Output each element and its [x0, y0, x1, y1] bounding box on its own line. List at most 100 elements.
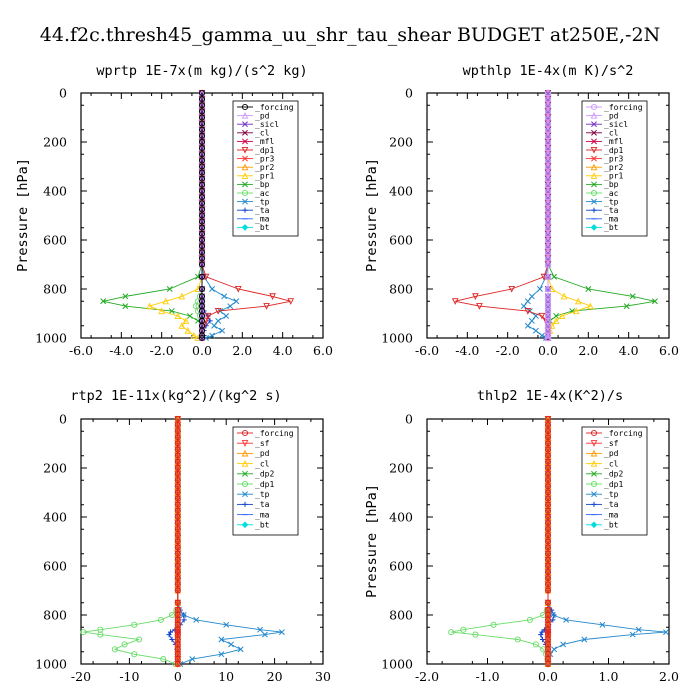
legend-marker	[242, 129, 248, 136]
legend-label: _dp2	[255, 470, 274, 479]
panel-title-thlp2: thlp2 1E-4x(K^2)/s	[477, 388, 623, 404]
legend-label: _pr3	[255, 154, 274, 163]
legend-box	[232, 426, 299, 536]
data-point	[563, 616, 570, 623]
data-point	[544, 273, 552, 280]
y-axis-label-wprtp: Pressure [hPa]	[15, 158, 31, 272]
x-tick-label: 2.0	[659, 669, 679, 684]
data-point	[544, 471, 552, 478]
y-tick-label: 600	[43, 559, 67, 574]
legend-label: _pd	[255, 111, 270, 120]
data-point	[237, 646, 244, 653]
legend-label: _bt	[255, 521, 270, 530]
chart-panel-1: -6.0 -4.0 -2.0 0.0 2.0 4.0 6.0 0 200 400 600 800 100…	[35, 86, 333, 359]
legend-marker	[241, 111, 249, 119]
legend-label: _ac	[255, 189, 270, 198]
data-point	[174, 581, 181, 588]
data-point	[544, 513, 552, 521]
data-point	[174, 501, 181, 508]
legend-marker	[591, 198, 597, 205]
legend-label: _ma	[255, 215, 270, 224]
data-point	[544, 483, 552, 490]
legend-marker	[242, 181, 248, 188]
x-tick-label: -2.0	[150, 343, 174, 358]
data-point	[528, 293, 535, 300]
y-tick-label: 1000	[35, 657, 67, 672]
series-dp1	[448, 415, 552, 668]
data-point	[198, 145, 206, 152]
legend-marker	[242, 207, 248, 213]
legend-label: _dp1	[255, 480, 274, 489]
series-dp1	[451, 89, 552, 342]
data-point	[174, 599, 181, 606]
chart-panel-3: -20 -10 0 10 20 30 0 200 400 600 800 1000 _forcing_s…	[35, 412, 331, 685]
chart-panel-2: -6.0 -4.0 -2.0 0.0 2.0 4.0 6.0 0 200 400 600 800 100…	[381, 86, 679, 359]
legend-label: _forcing	[604, 429, 643, 438]
y-tick-label: 0	[59, 412, 67, 427]
data-point	[544, 169, 552, 176]
legend-label: _ta	[604, 500, 619, 509]
data-point	[223, 621, 230, 628]
data-point	[198, 120, 206, 127]
legend-marker	[241, 440, 249, 447]
data-point	[174, 471, 181, 478]
data-point	[122, 303, 129, 310]
legend-label: _ta	[255, 500, 270, 509]
data-point	[111, 646, 118, 653]
data-point	[221, 293, 228, 300]
data-point	[198, 157, 206, 164]
data-point	[198, 138, 206, 146]
data-point	[552, 317, 560, 324]
data-point	[544, 556, 552, 563]
legend-marker	[241, 189, 249, 197]
data-point	[544, 629, 552, 636]
data-point	[219, 327, 226, 334]
data-point	[544, 446, 552, 453]
data-point	[544, 285, 552, 293]
data-point	[174, 544, 181, 551]
data-point	[160, 656, 167, 663]
y-tick-label: 200	[43, 461, 67, 476]
legend-marker	[241, 224, 249, 231]
legend-marker	[242, 155, 248, 162]
data-point	[544, 428, 552, 435]
data-point	[544, 550, 552, 557]
x-tick-label: -1.0	[475, 669, 499, 684]
data-point	[544, 520, 552, 527]
data-point	[544, 562, 552, 570]
data-point	[174, 556, 181, 563]
data-point	[122, 293, 129, 300]
data-point	[198, 212, 206, 219]
data-point	[257, 626, 264, 633]
y-tick-label: 1000	[35, 331, 67, 346]
series-forcing	[544, 415, 552, 668]
legend-label: _ta	[604, 206, 619, 215]
y-tick-label: 200	[43, 135, 67, 150]
legend-marker	[590, 189, 598, 197]
data-point	[174, 477, 181, 484]
data-point	[544, 255, 552, 262]
legend-marker	[241, 163, 249, 171]
data-point	[448, 629, 455, 636]
data-point	[526, 616, 533, 623]
data-point	[198, 194, 206, 201]
data-point	[100, 298, 107, 305]
panel-title-wpthlp: wpthlp 1E-4x(m K)/s^2	[463, 63, 634, 79]
legend-label: _ac	[604, 189, 619, 198]
data-point	[214, 308, 222, 315]
legend-label: _ta	[255, 206, 270, 215]
data-point	[544, 236, 552, 244]
data-point	[198, 108, 206, 115]
data-point	[585, 286, 592, 292]
data-point	[544, 569, 552, 576]
data-point	[553, 312, 560, 319]
data-point	[198, 230, 206, 237]
legend-marker	[591, 181, 597, 188]
x-tick-label: -6.0	[69, 343, 93, 358]
legend-marker	[591, 501, 597, 507]
data-point	[278, 629, 285, 636]
y-tick-label: 400	[43, 510, 67, 525]
data-point	[174, 520, 181, 527]
legend-marker	[590, 480, 598, 488]
x-tick-label: 4.0	[273, 343, 293, 358]
